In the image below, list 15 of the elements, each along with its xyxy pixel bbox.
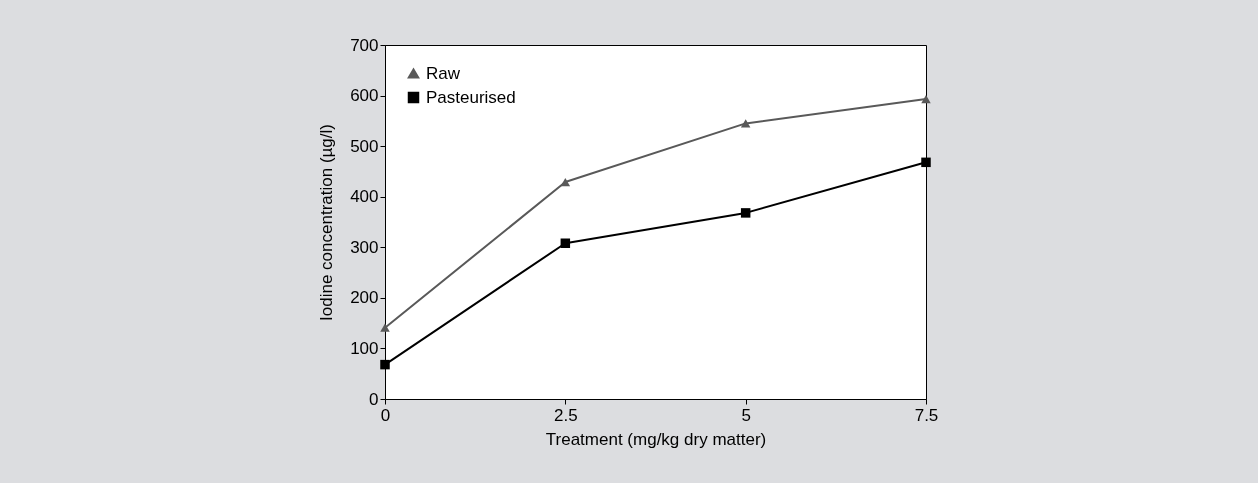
y-tick-label: 600 <box>350 86 379 106</box>
x-axis-title: Treatment (mg/kg dry matter) <box>545 429 767 449</box>
y-tick-label: 200 <box>350 288 379 308</box>
y-axis-title: Iodine concentration (µg/l) <box>317 124 337 321</box>
y-tick-label: 100 <box>350 338 379 358</box>
y-tick-label: 400 <box>350 187 379 207</box>
y-tick-label: 300 <box>350 237 379 257</box>
y-tick-label: 700 <box>350 35 379 55</box>
y-tick-label: 500 <box>350 136 379 156</box>
y-tick-label: 0 <box>369 389 379 409</box>
x-tick-label: 7.5 <box>914 405 939 425</box>
x-tick-label: 2.5 <box>554 405 578 425</box>
legend-label: Pasteurised <box>426 87 516 107</box>
legend-label: Raw <box>426 63 461 83</box>
x-tick-label: 5 <box>741 405 751 425</box>
